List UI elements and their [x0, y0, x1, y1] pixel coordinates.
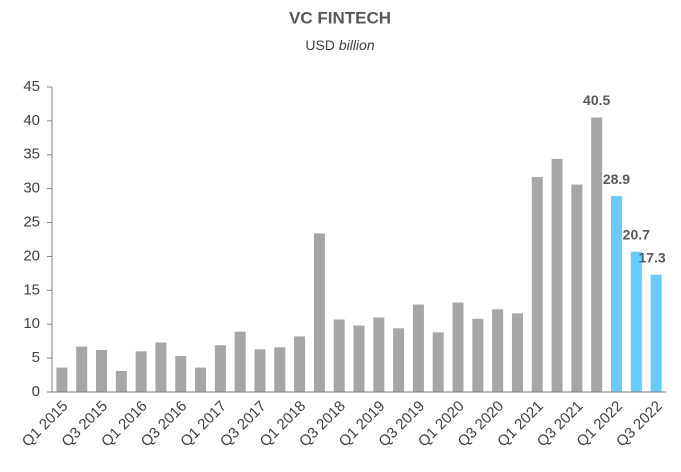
bar: [511, 313, 523, 392]
bar: [472, 318, 484, 392]
bar: [175, 356, 187, 392]
bar: [353, 325, 365, 392]
bar: [591, 117, 603, 392]
y-tick-label: 35: [23, 146, 40, 163]
y-tick-label: 10: [23, 315, 40, 332]
bar: [531, 177, 543, 392]
bar: [76, 346, 88, 392]
bar: [254, 349, 266, 392]
bar: [96, 349, 108, 392]
y-tick-label: 20: [23, 247, 40, 264]
y-tick-label: 30: [23, 180, 40, 197]
bar: [294, 336, 306, 392]
bar: [115, 370, 127, 392]
bar: [412, 304, 424, 392]
y-tick-label: 5: [32, 349, 40, 366]
bar: [610, 196, 622, 392]
bar: [56, 367, 68, 392]
chart-subtitle: USD billion: [305, 37, 374, 53]
bar: [452, 302, 464, 392]
value-label: 40.5: [583, 92, 610, 108]
bar: [630, 251, 642, 392]
subtitle-unit: USD: [305, 37, 335, 53]
bar: [432, 332, 444, 392]
bar: [214, 345, 226, 392]
value-label: 20.7: [623, 226, 650, 242]
y-tick-label: 40: [23, 112, 40, 129]
bar: [234, 331, 246, 392]
bar: [551, 158, 563, 392]
subtitle-scale: billion: [339, 37, 375, 53]
bar: [571, 184, 583, 392]
bar: [313, 233, 325, 392]
bar: [274, 347, 286, 392]
bar: [195, 367, 207, 392]
bar: [135, 351, 147, 392]
value-label: 28.9: [603, 171, 630, 187]
bar: [650, 274, 662, 392]
y-tick-label: 45: [23, 78, 40, 95]
bar: [333, 319, 345, 392]
bar: [393, 328, 405, 392]
y-tick-label: 25: [23, 214, 40, 231]
y-tick-label: 15: [23, 281, 40, 298]
y-tick-label: 0: [32, 383, 40, 400]
value-label: 17.3: [638, 249, 665, 265]
bar: [492, 309, 504, 392]
bar: [373, 317, 385, 392]
chart-title: VC FINTECH: [289, 8, 391, 27]
bar: [155, 342, 167, 392]
